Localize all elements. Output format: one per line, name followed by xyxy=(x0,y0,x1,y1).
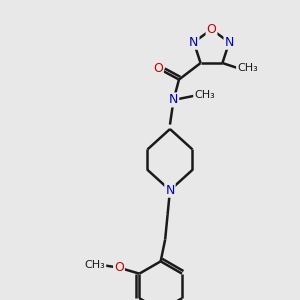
Text: O: O xyxy=(114,261,124,274)
Text: O: O xyxy=(207,23,216,36)
Text: CH₃: CH₃ xyxy=(85,260,105,270)
Text: N: N xyxy=(189,36,199,49)
Text: N: N xyxy=(165,184,175,197)
Text: CH₃: CH₃ xyxy=(237,63,258,74)
Text: CH₃: CH₃ xyxy=(194,90,215,100)
Text: N: N xyxy=(169,93,178,106)
Text: N: N xyxy=(224,36,234,49)
Text: O: O xyxy=(153,61,163,75)
